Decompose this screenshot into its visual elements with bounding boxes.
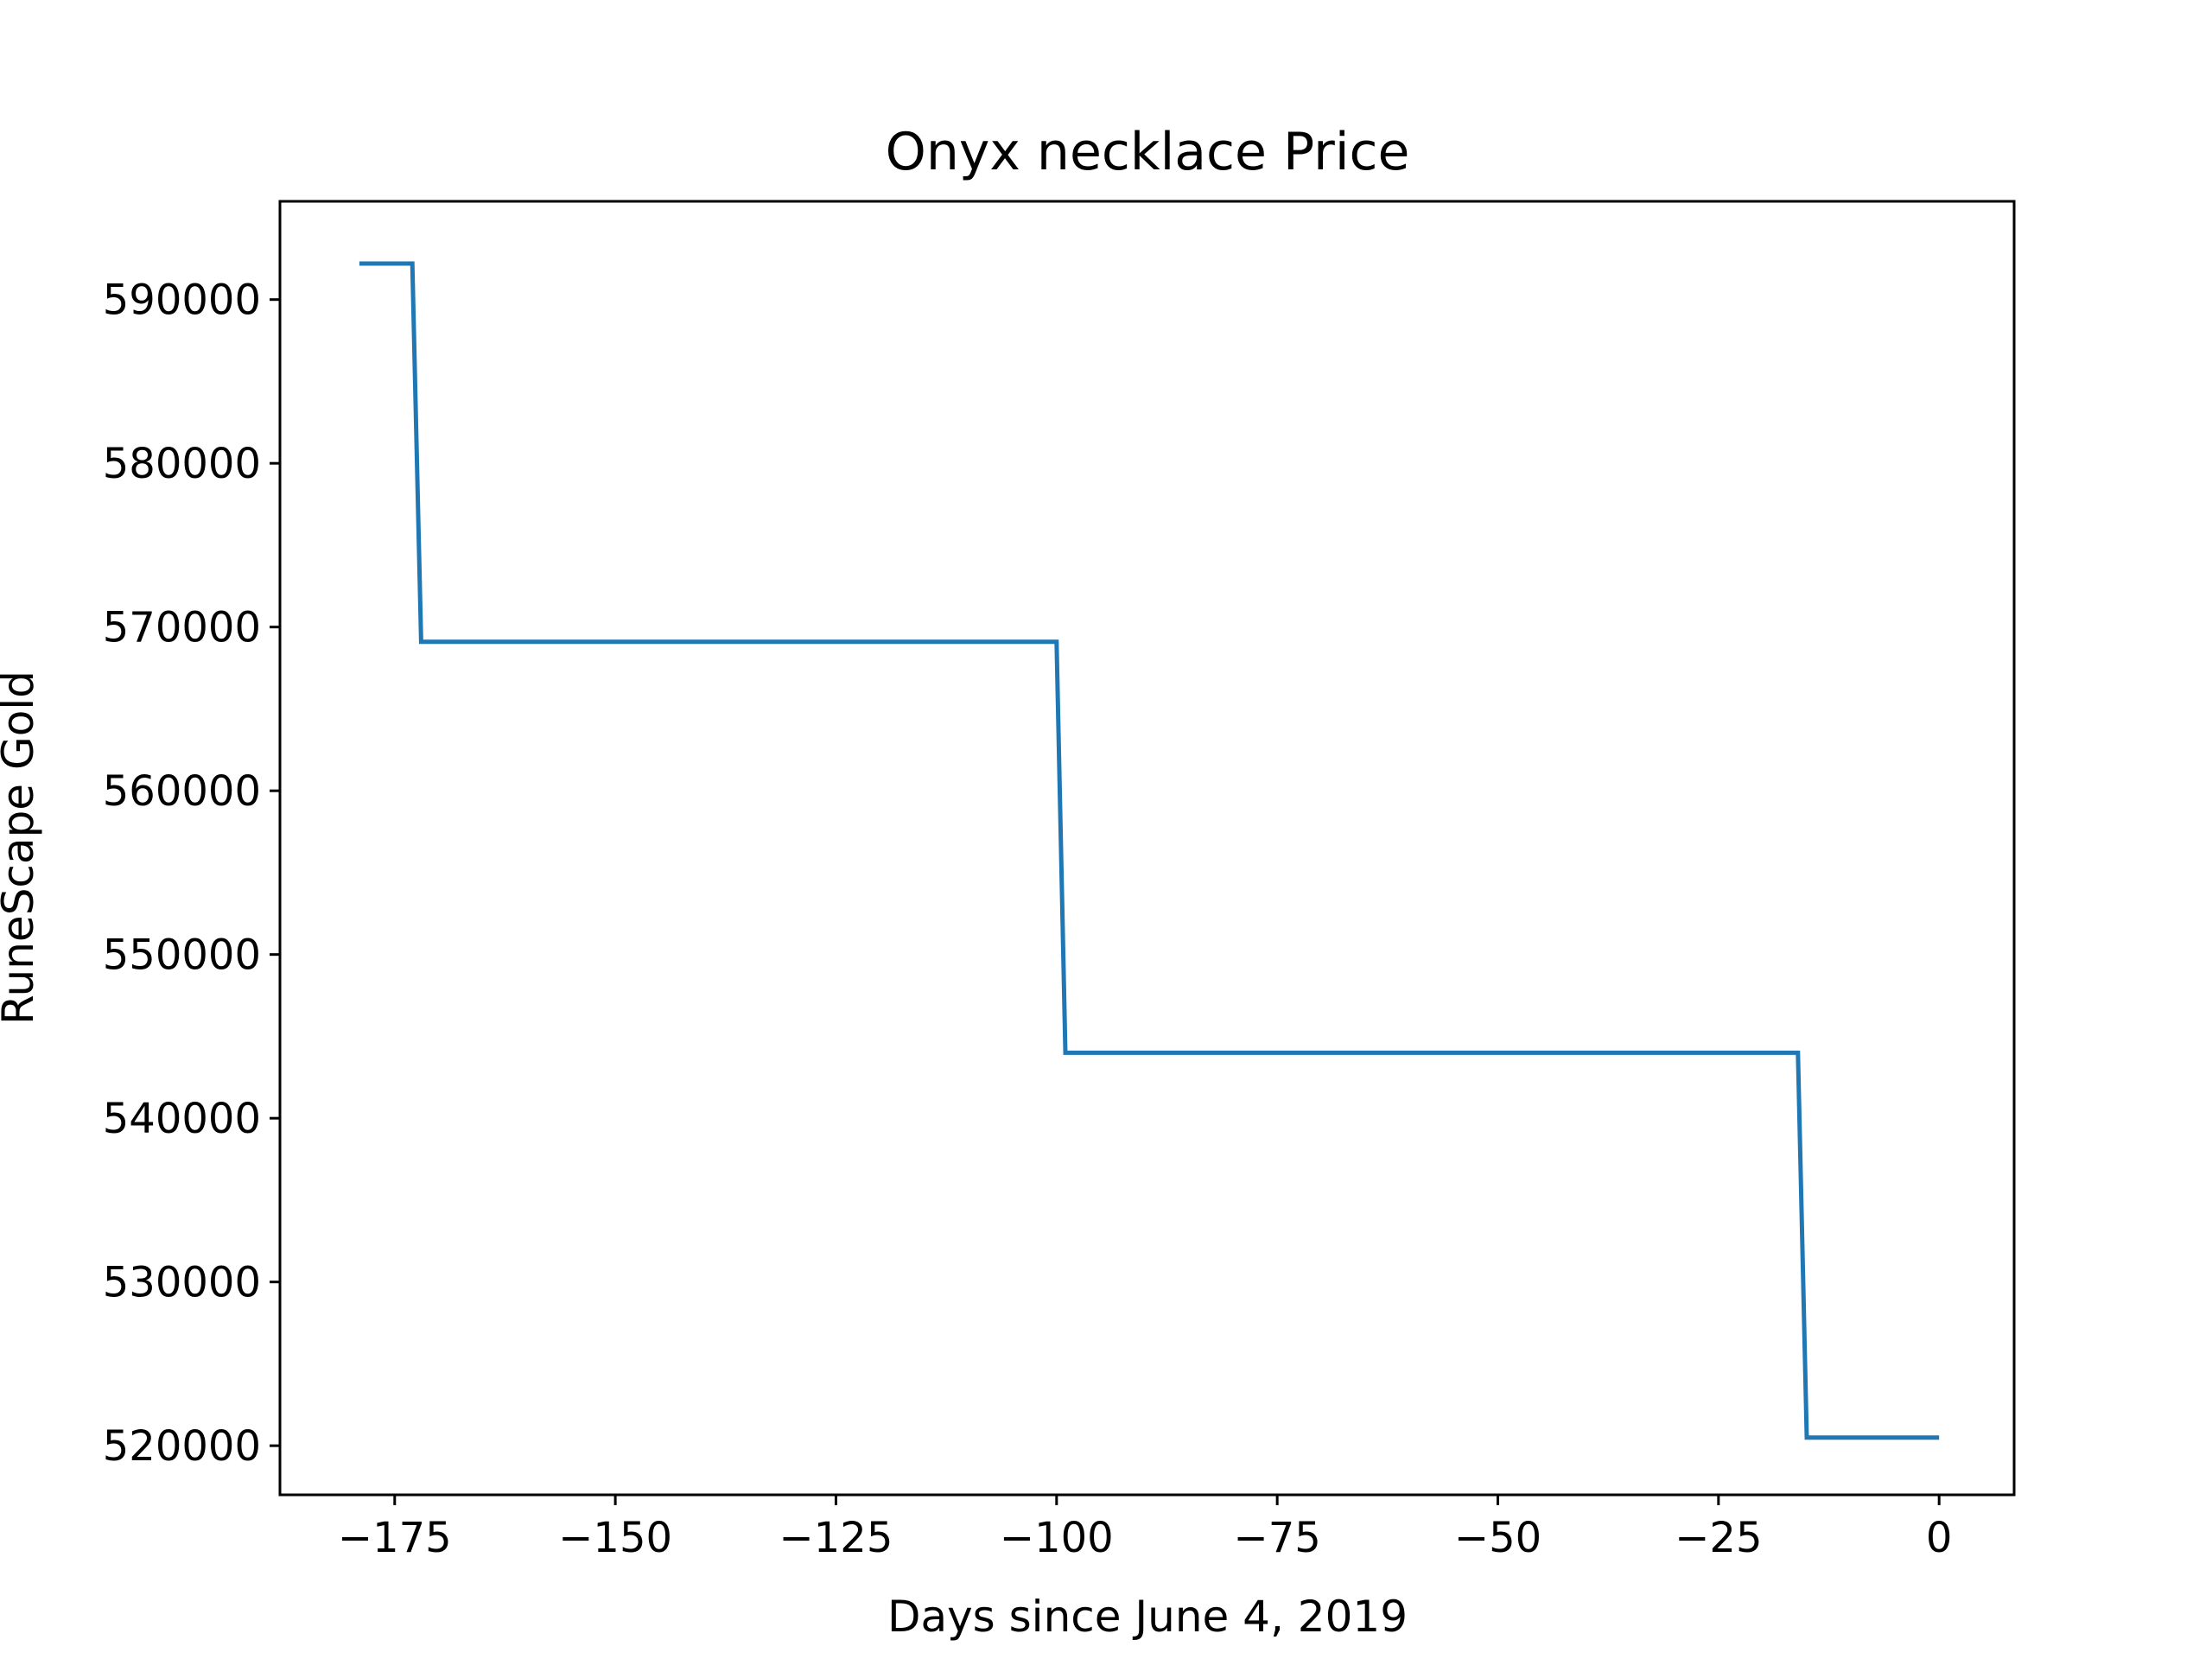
- y-axis-label: RuneScape Gold: [0, 671, 43, 1025]
- y-tick-label: 560000: [103, 767, 261, 816]
- y-tick-label: 580000: [103, 440, 261, 488]
- x-tick-label: 0: [1926, 1514, 1953, 1562]
- price-series-line: [359, 261, 1940, 1440]
- x-tick-label: −100: [1000, 1514, 1114, 1562]
- x-tick-label: −50: [1454, 1514, 1541, 1562]
- x-axis-ticks: −175 −150 −125 −100 −75 −50 −25 0: [338, 1495, 1953, 1562]
- y-tick-label: 520000: [103, 1422, 261, 1471]
- y-tick-label: 570000: [103, 604, 261, 652]
- x-tick-label: −25: [1675, 1514, 1762, 1562]
- x-axis-label: Days since June 4, 2019: [887, 1592, 1408, 1642]
- y-tick-label: 590000: [103, 276, 261, 325]
- y-tick-label: 540000: [103, 1095, 261, 1143]
- y-tick-label: 550000: [103, 931, 261, 980]
- y-tick-label: 530000: [103, 1259, 261, 1307]
- x-tick-label: −175: [338, 1514, 452, 1562]
- chart-title: Onyx necklace Price: [886, 122, 1410, 182]
- plot-area-frame: [278, 200, 2016, 1497]
- x-tick-label: −75: [1234, 1514, 1321, 1562]
- y-axis-ticks: 520000 530000 540000 550000 560000 570000 5800…: [103, 276, 280, 1471]
- series-group: [359, 261, 1940, 1440]
- x-tick-label: −125: [779, 1514, 893, 1562]
- x-tick-label: −150: [558, 1514, 672, 1562]
